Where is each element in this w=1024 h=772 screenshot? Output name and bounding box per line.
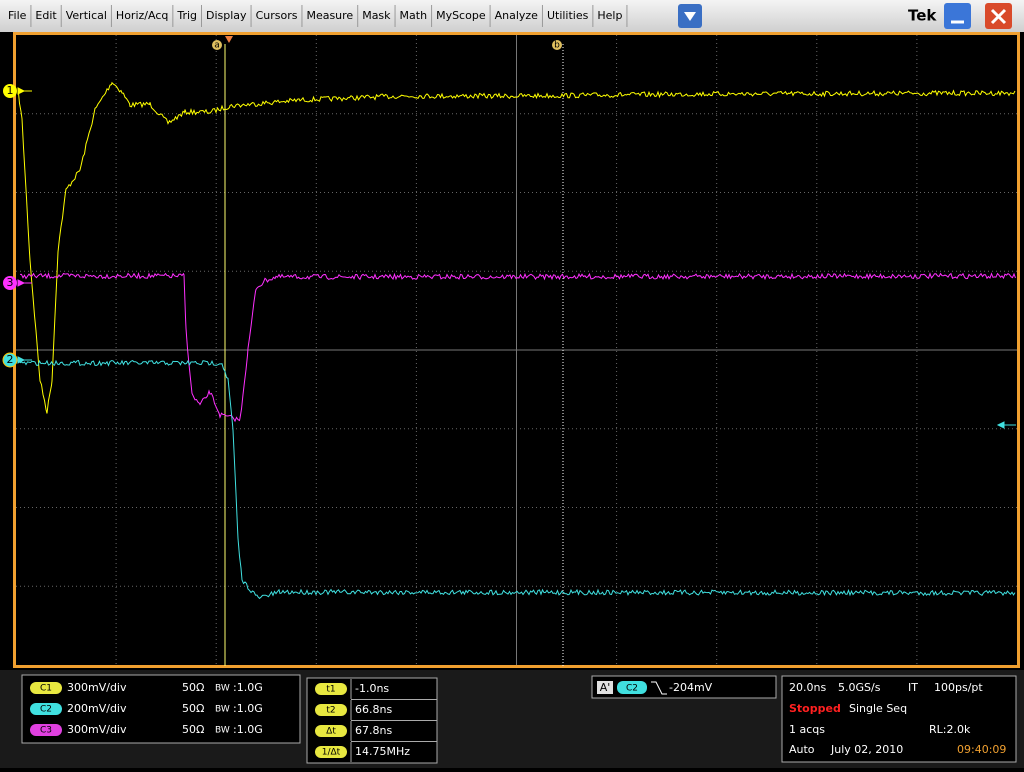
trigger-level-marker — [996, 421, 1016, 429]
menu-item[interactable]: Help — [597, 9, 622, 22]
menu: File Edit Vertical Horiz/Acq Trig Display Curs… — [8, 5, 628, 27]
channel-badge[interactable] — [30, 703, 62, 715]
menu-item[interactable]: Display — [206, 9, 247, 22]
ch1-waveform — [17, 81, 1016, 414]
sample-rate: 5.0GS/s — [838, 681, 881, 694]
channel-badge[interactable] — [30, 682, 62, 694]
cursor-badge-label: Δt — [326, 727, 336, 737]
cursor-badge[interactable] — [315, 746, 347, 758]
channel-box — [21, 674, 301, 744]
ch3-waveform — [20, 271, 1016, 423]
menu-item[interactable]: Measure — [306, 9, 353, 22]
menu-item[interactable]: MyScope — [436, 9, 486, 22]
trigger-source: C2 — [626, 684, 638, 694]
channel-bandwidth: :1.0G — [233, 723, 263, 736]
menu-item[interactable]: Cursors — [256, 9, 298, 22]
timebase: 20.0ns — [789, 681, 826, 694]
ch1-marker[interactable] — [3, 84, 17, 98]
ch2-marker[interactable] — [2, 352, 18, 368]
channel-bw-label: BW — [215, 726, 230, 736]
menu-bar — [0, 0, 1024, 32]
menu-item[interactable]: Trig — [176, 9, 197, 22]
acq-mode: IT — [908, 681, 918, 694]
cursor-badge[interactable] — [315, 704, 347, 716]
trigger-slope-icon — [651, 681, 667, 695]
date: July 02, 2010 — [830, 743, 903, 756]
menu-item[interactable]: Mask — [362, 9, 391, 22]
menu-item[interactable]: Analyze — [495, 9, 539, 22]
channel-impedance: 50Ω — [182, 702, 204, 715]
channel-bw-label: BW — [215, 705, 230, 715]
dropdown-arrow — [684, 12, 696, 21]
trigger-mode: A' — [600, 681, 611, 694]
ch2-marker-label: 2 — [7, 353, 14, 366]
trigger-position — [225, 36, 233, 43]
trigger-mode-auto: Auto — [789, 743, 815, 756]
record-length: RL:2.0k — [929, 723, 971, 736]
ch3-marker[interactable] — [3, 276, 17, 290]
trigger-mode-badge[interactable] — [597, 681, 613, 694]
menu-item[interactable]: Edit — [35, 9, 57, 22]
cursor-badge-label: t1 — [326, 685, 335, 695]
brand: Tek — [908, 7, 937, 25]
ch2-waveform — [19, 359, 1016, 600]
waveforms — [17, 81, 1016, 600]
channel-impedance: 50Ω — [182, 723, 204, 736]
cursor-badge[interactable] — [315, 725, 347, 737]
graticule — [16, 35, 1017, 665]
time: 09:40:09 — [957, 743, 1006, 756]
cursor-value: -1.0ns — [355, 682, 389, 695]
channel-bandwidth: :1.0G — [233, 681, 263, 694]
ch2-arrow — [17, 356, 32, 364]
channel-scale: 200mV/div — [67, 702, 127, 715]
channel-badge-label: C2 — [40, 705, 52, 715]
menu-item[interactable]: Vertical — [66, 9, 107, 22]
cursor-b-label: b — [554, 41, 560, 51]
cursor-value: 67.8ns — [355, 724, 392, 737]
menu-item[interactable]: Utilities — [547, 9, 589, 22]
ch3-marker-label: 3 — [7, 276, 14, 289]
acq-count: 1 acqs — [789, 723, 825, 736]
channel-bw-label: BW — [215, 684, 230, 694]
menu-item[interactable]: Math — [400, 9, 428, 22]
cursor-badge-label: t2 — [326, 706, 335, 716]
cursor-value: 14.75MHz — [355, 745, 410, 758]
ch1-marker-label: 1 — [7, 84, 14, 97]
cursor-a-label: a — [214, 41, 220, 51]
minimize-button[interactable] — [944, 3, 971, 29]
cursor-badge-label: 1/Δt — [322, 748, 341, 758]
cursor-value: 66.8ns — [355, 703, 392, 716]
menu-item[interactable]: Horiz/Acq — [116, 9, 168, 22]
channel-scale: 300mV/div — [67, 723, 127, 736]
channel-badge-label: C1 — [40, 684, 52, 694]
cursor-a-badge[interactable] — [212, 40, 222, 50]
trigger-level: -204mV — [669, 681, 713, 694]
menu-item[interactable]: File — [8, 9, 27, 22]
acquisition-box — [781, 675, 1017, 763]
channel-bandwidth: :1.0G — [233, 702, 263, 715]
channel-scale: 300mV/div — [67, 681, 127, 694]
ch1-arrow — [17, 87, 32, 95]
run-status: Stopped — [789, 702, 841, 715]
sequence: Single Seq — [849, 702, 907, 715]
channel-badge[interactable] — [30, 724, 62, 736]
channel-impedance: 50Ω — [182, 681, 204, 694]
cursor-b-badge[interactable] — [552, 40, 562, 50]
cursor-badge[interactable] — [315, 683, 347, 695]
close-icon — [990, 8, 1007, 25]
resolution: 100ps/pt — [934, 681, 983, 694]
trigger-source-badge[interactable] — [617, 681, 647, 694]
channel-badge-label: C3 — [40, 726, 52, 736]
ch3-arrow — [17, 279, 32, 287]
